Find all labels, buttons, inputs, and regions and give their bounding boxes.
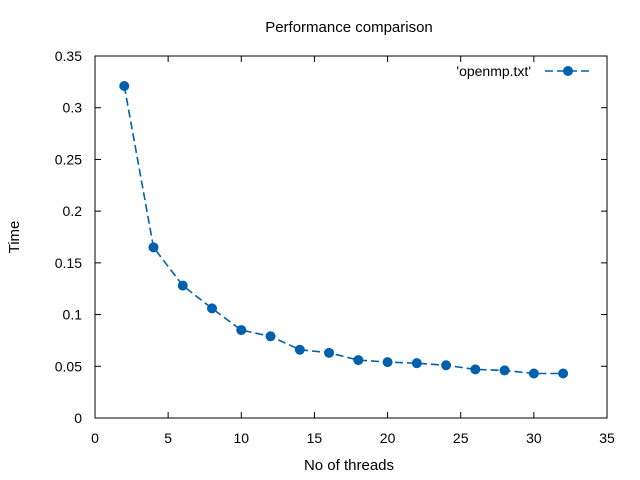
x-tick-label: 10 (233, 430, 249, 446)
y-tick-label: 0.05 (55, 358, 82, 374)
data-point (353, 355, 364, 366)
data-point (148, 242, 159, 253)
y-tick-label: 0.15 (55, 255, 82, 271)
legend-label: 'openmp.txt' (456, 63, 531, 79)
x-tick-label: 20 (380, 430, 396, 446)
legend-marker (563, 66, 573, 76)
data-point (177, 280, 188, 291)
ticks: 0 5 10 15 20 25 30 35 0 0.05 0.1 0.15 0.2 0.25 0.3 0.35 (55, 48, 615, 446)
y-tick-label: 0.35 (55, 48, 82, 64)
data-point (528, 368, 539, 379)
data-point (207, 303, 218, 314)
series (119, 80, 569, 379)
series-line (123, 85, 564, 375)
y-tick-label: 0.3 (63, 100, 83, 116)
data-point (441, 360, 452, 371)
data-point (558, 368, 569, 379)
y-axis-label: Time (6, 221, 23, 254)
x-tick-label: 0 (91, 430, 99, 446)
plot-border (94, 55, 608, 419)
data-point (294, 344, 305, 355)
data-point (265, 331, 276, 342)
x-axis-label: No of threads (304, 457, 394, 474)
data-point (236, 325, 247, 336)
x-tick-label: 25 (453, 430, 469, 446)
chart-title: Performance comparison (265, 19, 433, 36)
x-tick-label: 30 (526, 430, 542, 446)
y-tick-label: 0.1 (63, 307, 83, 323)
data-point (411, 358, 422, 369)
x-tick-label: 35 (599, 430, 615, 446)
axes (94, 55, 608, 419)
y-tick-label: 0 (74, 410, 82, 426)
data-point (324, 347, 335, 358)
data-point (499, 365, 510, 376)
x-tick-label: 15 (307, 430, 323, 446)
legend: 'openmp.txt' (456, 63, 591, 79)
y-tick-label: 0.2 (63, 203, 83, 219)
data-point (470, 364, 481, 375)
y-tick-label: 0.25 (55, 151, 82, 167)
data-point (382, 357, 393, 368)
x-tick-label: 5 (164, 430, 172, 446)
data-point (119, 80, 130, 91)
